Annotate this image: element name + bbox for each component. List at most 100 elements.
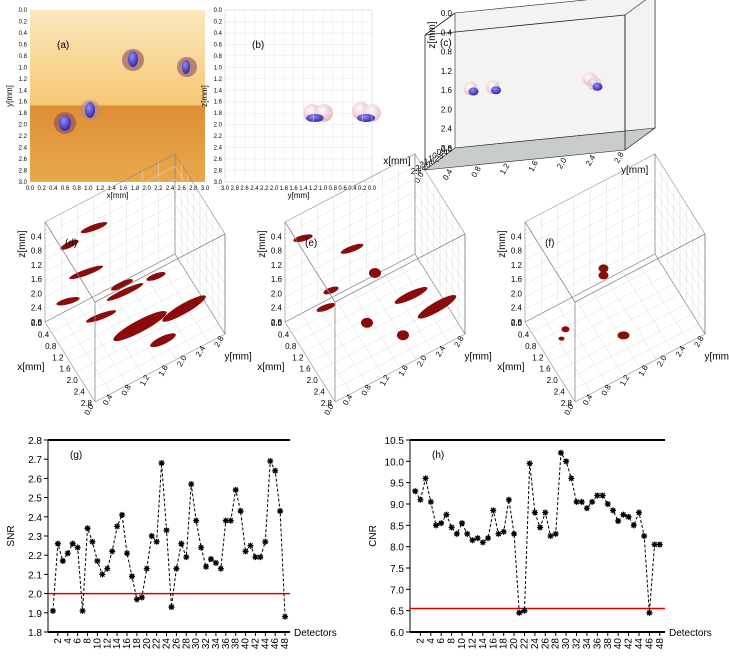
z-tick-label: 1.6 bbox=[31, 275, 43, 284]
x-tick-label: 1.4 bbox=[299, 186, 308, 192]
box-edge bbox=[284, 221, 336, 303]
y-tick-label: 0.6 bbox=[19, 42, 28, 48]
y-tick-label: 1.2 bbox=[19, 77, 28, 83]
data-line bbox=[414, 451, 660, 614]
grid-line bbox=[174, 191, 226, 272]
data-point bbox=[578, 498, 585, 505]
x-tick-label: 2.8 bbox=[81, 399, 93, 408]
x-tick-label: 6 bbox=[73, 638, 84, 644]
x-tick-label: 1.8 bbox=[280, 186, 289, 192]
grid-line bbox=[398, 262, 449, 343]
data-point bbox=[542, 509, 549, 516]
data-point bbox=[114, 523, 121, 530]
y-tick-label: 1.2 bbox=[618, 373, 632, 388]
x-tick-label: 2.4 bbox=[415, 164, 427, 173]
grid-line bbox=[524, 191, 656, 260]
y-tick-label: 1.8 bbox=[214, 111, 223, 117]
y-axis-label: y[mm] bbox=[705, 351, 729, 362]
blob bbox=[113, 310, 167, 342]
grid-line bbox=[654, 191, 706, 272]
grid-line bbox=[284, 191, 416, 260]
y-tick-label: 2.8 bbox=[612, 150, 626, 165]
grid-line bbox=[174, 178, 226, 260]
grid-line bbox=[158, 262, 209, 343]
z-tick-label: 1.2 bbox=[511, 261, 523, 270]
x-tick-label: 1.0 bbox=[319, 186, 328, 192]
data-point bbox=[84, 525, 91, 532]
data-point bbox=[79, 607, 86, 614]
x-tick-label: 1.8 bbox=[131, 186, 140, 192]
panel-label: (b) bbox=[252, 40, 264, 51]
y-tick-label: 2.2 bbox=[28, 551, 42, 562]
data-point bbox=[635, 509, 642, 516]
y-tick-label: 2.0 bbox=[19, 123, 28, 129]
blob bbox=[80, 222, 108, 234]
y-tick-label: 0.8 bbox=[19, 54, 28, 60]
grid-line bbox=[638, 262, 689, 343]
x-tick-label: 16 bbox=[488, 638, 499, 650]
box-edge bbox=[424, 14, 626, 36]
data-point bbox=[573, 498, 580, 505]
data-point bbox=[464, 530, 471, 537]
z-tick-label: 1.2 bbox=[271, 261, 283, 270]
grid-line bbox=[44, 203, 176, 273]
data-point bbox=[459, 520, 466, 527]
y-axis-label: y[mm] bbox=[225, 351, 252, 362]
x-tick-label: 36 bbox=[221, 638, 232, 650]
blob bbox=[162, 295, 206, 322]
blob bbox=[323, 286, 339, 295]
grid-line bbox=[76, 303, 207, 373]
z-axis-label: z[mm] bbox=[497, 230, 508, 257]
x-tick-label: 26 bbox=[171, 638, 182, 650]
blob bbox=[150, 333, 176, 348]
y-tick-label: 2.0 bbox=[655, 353, 669, 368]
x-tick-label: 28 bbox=[181, 638, 192, 650]
y-tick-label: 2.0 bbox=[415, 353, 429, 368]
panel-label: (e) bbox=[305, 238, 317, 249]
y-tick-label: 8.0 bbox=[390, 543, 404, 554]
x-tick-label: 0.0 bbox=[26, 186, 35, 192]
data-point bbox=[433, 522, 440, 529]
x-tick-label: 0.8 bbox=[72, 186, 81, 192]
data-point bbox=[49, 607, 56, 614]
y-axis-label: z[mm] bbox=[200, 85, 209, 107]
blob bbox=[340, 243, 364, 254]
y-tick-label: 1.2 bbox=[378, 373, 392, 388]
data-point bbox=[109, 548, 116, 555]
grid-line bbox=[142, 270, 193, 352]
y-tick-label: 0.8 bbox=[360, 383, 374, 398]
data-point bbox=[173, 565, 180, 572]
x-tick-label: 34 bbox=[211, 638, 222, 650]
x-tick-label: 2.0 bbox=[547, 376, 559, 385]
grid-line bbox=[44, 178, 176, 248]
x-tick-label: 0.4 bbox=[348, 186, 357, 192]
z-tick-label: 0.8 bbox=[271, 247, 283, 256]
z-tick-label: 2.8 bbox=[271, 318, 283, 327]
x-axis-label: x[mm] bbox=[17, 362, 44, 373]
grid-line bbox=[284, 203, 416, 273]
blob bbox=[561, 326, 570, 333]
box-edge bbox=[424, 12, 456, 36]
data-point bbox=[257, 554, 264, 561]
x-tick-label: 16 bbox=[122, 638, 133, 650]
y-tick-label: 2.1 bbox=[28, 570, 42, 581]
y-tick-label: 2.0 bbox=[214, 123, 223, 129]
data-point bbox=[552, 530, 559, 537]
z-tick-label: 1.6 bbox=[271, 275, 283, 284]
x-axis-label: x[mm] bbox=[383, 156, 410, 167]
blob bbox=[558, 336, 565, 341]
x-tick-label: 14 bbox=[112, 638, 123, 650]
x-axis-label: Detectors bbox=[669, 628, 712, 639]
y-tick-label: 0.8 bbox=[600, 383, 614, 398]
data-point bbox=[526, 460, 533, 467]
y-axis-label: y[mm] bbox=[5, 85, 14, 107]
data-point bbox=[252, 554, 259, 561]
data-point bbox=[64, 550, 71, 557]
data-point bbox=[422, 475, 429, 482]
x-tick-label: 1.2 bbox=[292, 353, 304, 362]
y-tick-label: 9.5 bbox=[390, 479, 404, 490]
z-tick-label: 2.0 bbox=[441, 105, 453, 114]
grid-line bbox=[524, 178, 656, 248]
x-tick-label: 24 bbox=[530, 638, 541, 650]
data-point bbox=[282, 613, 289, 620]
